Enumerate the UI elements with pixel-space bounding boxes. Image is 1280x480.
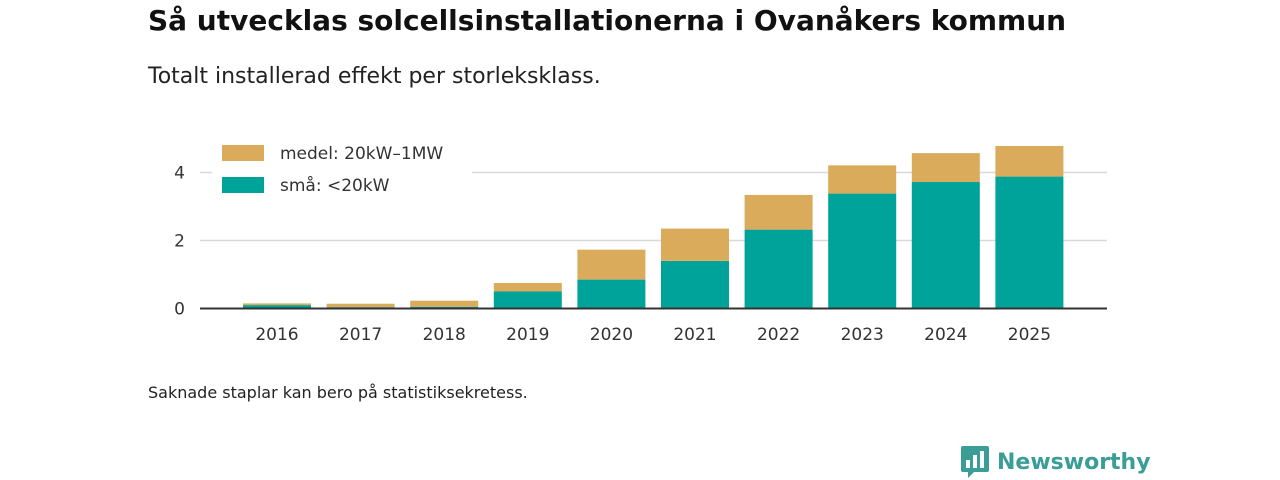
bar-medel-2025 — [995, 145, 1064, 177]
bar-sma-2016 — [243, 305, 311, 309]
x-tick-label: 2025 — [1008, 325, 1051, 345]
chart-subtitle: Totalt installerad effekt per storlekskl… — [148, 64, 601, 89]
chart-title: Så utvecklas solcellsinstallationerna i … — [148, 4, 1067, 37]
axes: 0 2 4 2016 2017 2018 2019 2020 2021 2022 2023 2024 2… — [174, 164, 1107, 345]
bar-sma-2021 — [661, 260, 729, 309]
x-tick-label: 2022 — [757, 325, 800, 345]
brand-name: Newsworthy — [997, 449, 1151, 475]
y-tick-label: 4 — [174, 164, 185, 184]
bar-sma-2024 — [911, 182, 980, 309]
x-tick-label: 2017 — [339, 325, 382, 345]
bar-sma-2020 — [577, 279, 646, 309]
x-tick-label: 2024 — [924, 325, 967, 345]
newsworthy-logo: Newsworthy — [961, 446, 1151, 478]
legend-label: medel: 20kW–1MW — [280, 144, 443, 164]
bar-medel-2017 — [326, 303, 395, 308]
y-tick-label: 2 — [174, 232, 185, 252]
bar-medel-2024 — [911, 153, 980, 183]
bar-medel-2022 — [744, 194, 813, 230]
legend-swatch — [222, 145, 264, 161]
bar-medel-2023 — [828, 165, 897, 194]
x-tick-label: 2023 — [841, 325, 884, 345]
bar-sma-2023 — [828, 193, 897, 309]
bar-sma-2025 — [995, 176, 1064, 309]
bar-medel-2020 — [577, 249, 646, 280]
bars — [243, 145, 1064, 309]
bar-medel-2019 — [493, 283, 562, 292]
x-tick-label: 2018 — [423, 325, 466, 345]
bar-medel-2021 — [661, 228, 729, 261]
x-tick-label: 2020 — [590, 325, 633, 345]
y-tick-label: 0 — [174, 300, 185, 320]
bar-chart-icon — [961, 446, 989, 478]
bar-medel-2018 — [410, 300, 479, 307]
x-tick-label: 2016 — [255, 325, 298, 345]
bar-sma-2022 — [744, 229, 813, 309]
legend-swatch — [222, 177, 264, 193]
bar-sma-2019 — [493, 291, 562, 309]
bar-medel-2016 — [243, 303, 311, 306]
stacked-bar-chart: medel: 20kW–1MW små: <20kW 0 2 4 2016 2017 201… — [174, 140, 1107, 345]
x-tick-label: 2021 — [673, 325, 716, 345]
footnote: Saknade staplar kan bero på statistiksek… — [148, 383, 528, 402]
legend-label: små: <20kW — [280, 175, 390, 196]
x-tick-label: 2019 — [506, 325, 549, 345]
legend: medel: 20kW–1MW små: <20kW — [212, 140, 472, 202]
